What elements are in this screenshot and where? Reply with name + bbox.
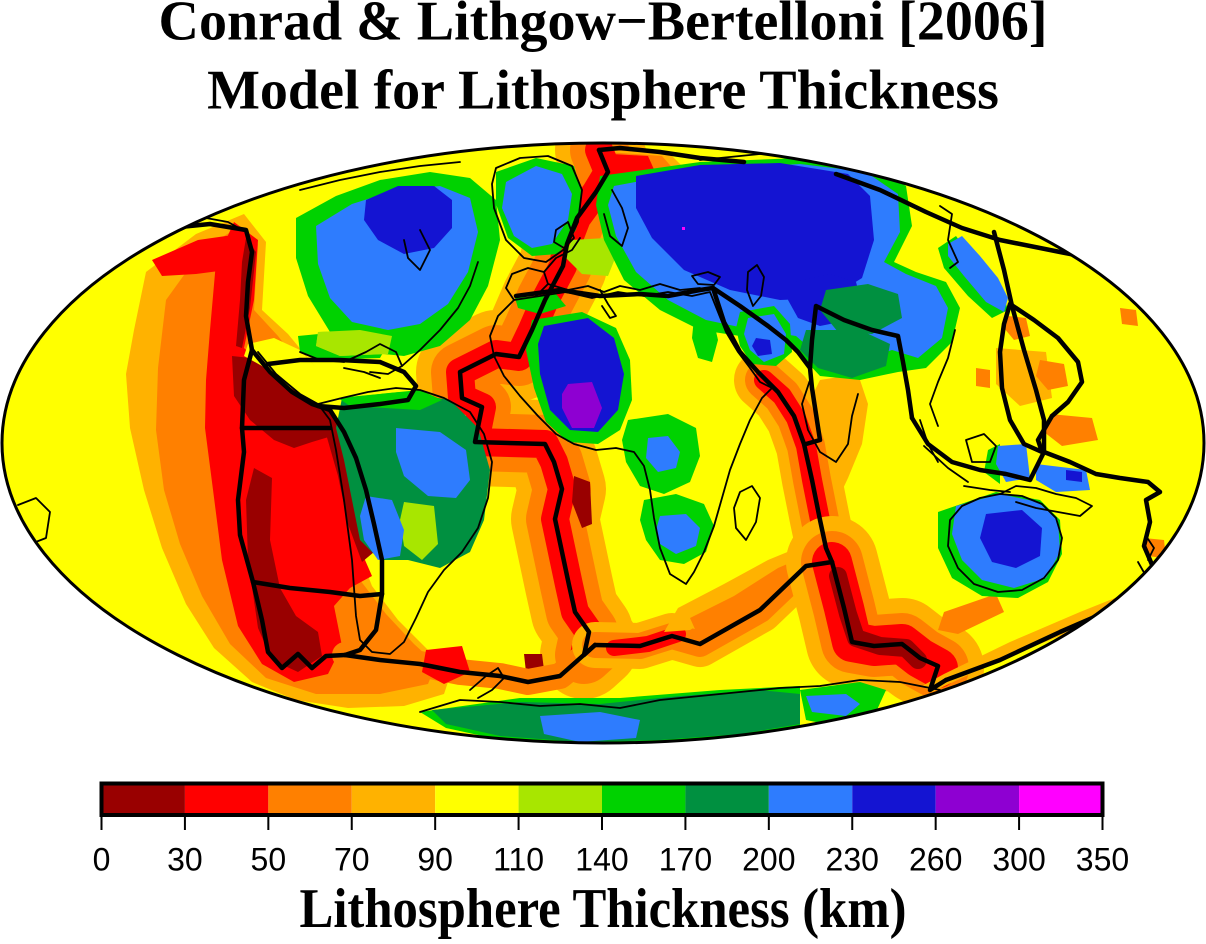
svg-text:70: 70 [334,842,370,878]
svg-text:Model for Lithosphere Thicknes: Model for Lithosphere Thickness [207,60,999,122]
svg-text:0: 0 [93,842,111,878]
svg-text:300: 300 [992,842,1045,878]
svg-text:260: 260 [909,842,962,878]
svg-text:90: 90 [417,842,453,878]
svg-text:Conrad & Lithgow−Bertelloni [2: Conrad & Lithgow−Bertelloni [2006] [159,0,1048,53]
svg-text:170: 170 [659,842,712,878]
svg-text:140: 140 [575,842,628,878]
svg-text:30: 30 [167,842,203,878]
svg-text:Lithosphere Thickness (km): Lithosphere Thickness (km) [300,878,907,939]
svg-text:110: 110 [493,842,544,878]
svg-text:200: 200 [742,842,795,878]
svg-text:50: 50 [251,842,287,878]
svg-text:350: 350 [1076,842,1129,878]
svg-text:230: 230 [826,842,879,878]
